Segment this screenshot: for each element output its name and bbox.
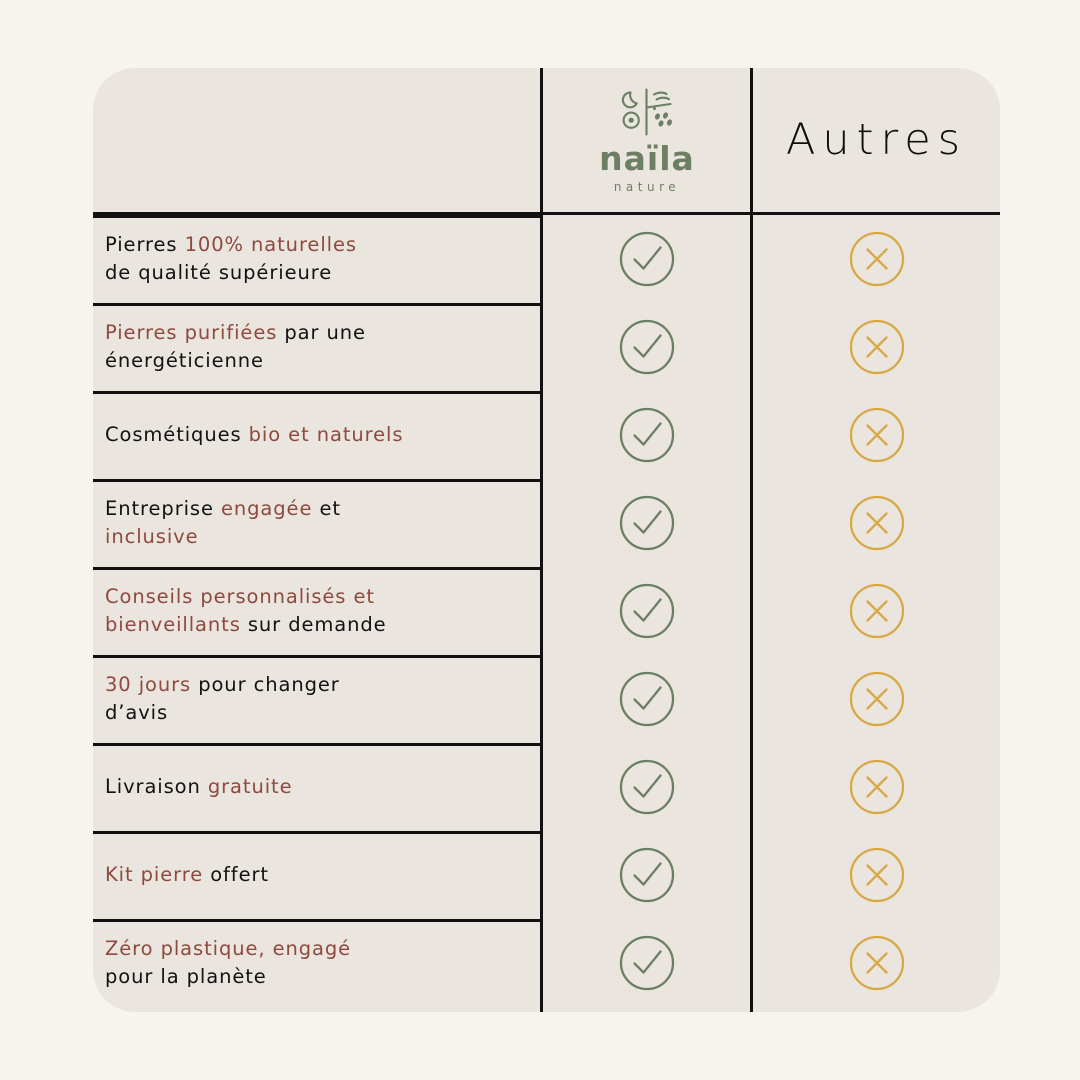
plain-text: d’avis xyxy=(105,701,169,724)
check-circle-icon xyxy=(619,319,675,375)
autres-status-cell xyxy=(753,831,1000,919)
plain-text: Cosmétiques xyxy=(105,423,249,446)
check-circle-icon xyxy=(619,495,675,551)
feature-row: Cosmétiques bio et naturels xyxy=(93,391,1000,479)
comparison-table-card: naïla nature Autres Pierres 100% naturel… xyxy=(93,68,1000,1012)
feature-label: Kit pierre offert xyxy=(105,831,505,919)
autres-status-cell xyxy=(753,655,1000,743)
plain-text: offert xyxy=(210,863,269,886)
feature-label: Conseils personnalisés et bienveillants s… xyxy=(105,567,505,655)
row-divider xyxy=(93,567,541,570)
row-divider xyxy=(93,479,541,482)
cross-circle-icon xyxy=(849,407,904,463)
autres-status-cell xyxy=(753,479,1000,567)
row-divider xyxy=(93,919,541,922)
check-circle-icon xyxy=(619,231,675,287)
autres-status-cell xyxy=(753,391,1000,479)
highlight-text: bienveillants xyxy=(105,613,248,636)
naila-status-cell xyxy=(543,391,751,479)
highlight-text: 100% naturelles xyxy=(184,233,357,256)
feature-label: Zéro plastique, engagé pour la planète xyxy=(105,919,505,1007)
check-circle-icon xyxy=(619,759,675,815)
naila-leaf-moon-logo-icon xyxy=(621,88,673,136)
row-divider xyxy=(93,831,541,834)
row-divider xyxy=(93,215,541,218)
brand-header-cell: naïla nature xyxy=(543,68,751,212)
check-circle-icon xyxy=(619,671,675,727)
naila-status-cell xyxy=(543,743,751,831)
feature-row: Entreprise engagée et inclusive xyxy=(93,479,1000,567)
check-circle-icon xyxy=(619,935,675,991)
cross-circle-icon xyxy=(849,583,904,639)
autres-status-cell xyxy=(753,743,1000,831)
brand-tagline: nature xyxy=(613,180,681,194)
header-divider xyxy=(93,212,1000,215)
column-divider-left xyxy=(540,68,543,1012)
brand-wordmark: naïla xyxy=(599,139,695,178)
feature-label: Pierres 100% naturelles de qualité supéri… xyxy=(105,215,505,303)
highlight-text: Kit pierre xyxy=(105,863,211,886)
cross-circle-icon xyxy=(849,231,904,287)
cross-circle-icon xyxy=(849,935,904,991)
plain-text: énergéticienne xyxy=(105,349,264,372)
cross-circle-icon xyxy=(849,495,904,551)
highlight-text: engagée xyxy=(220,497,320,520)
feature-label: Livraison gratuite xyxy=(105,743,505,831)
plain-text: et xyxy=(319,497,341,520)
autres-status-cell xyxy=(753,215,1000,303)
competitor-label: Autres xyxy=(785,115,968,165)
plain-text: Pierres xyxy=(105,233,185,256)
naila-status-cell xyxy=(543,567,751,655)
autres-status-cell xyxy=(753,303,1000,391)
naila-status-cell xyxy=(543,215,751,303)
feature-label: Cosmétiques bio et naturels xyxy=(105,391,505,479)
feature-row: Pierres purifiées par une énergéticienne xyxy=(93,303,1000,391)
highlight-text: Zéro plastique, engagé xyxy=(105,937,352,960)
highlight-text: inclusive xyxy=(105,525,199,548)
feature-label: 30 jours pour changer d’avis xyxy=(105,655,505,743)
autres-status-cell xyxy=(753,567,1000,655)
feature-label: Entreprise engagée et inclusive xyxy=(105,479,505,567)
feature-row: Zéro plastique, engagé pour la planète xyxy=(93,919,1000,1007)
plain-text: Livraison xyxy=(105,775,208,798)
naila-status-cell xyxy=(543,479,751,567)
plain-text: pour la planète xyxy=(105,965,267,988)
autres-status-cell xyxy=(753,919,1000,1007)
check-circle-icon xyxy=(619,847,675,903)
feature-row: Livraison gratuite xyxy=(93,743,1000,831)
naila-status-cell xyxy=(543,655,751,743)
row-divider xyxy=(93,303,541,306)
cross-circle-icon xyxy=(849,847,904,903)
table-header: naïla nature Autres xyxy=(93,68,1000,214)
row-divider xyxy=(93,743,541,746)
cross-circle-icon xyxy=(849,759,904,815)
highlight-text: 30 jours xyxy=(105,673,199,696)
column-divider-right xyxy=(750,68,753,1012)
row-divider xyxy=(93,391,541,394)
highlight-text: Conseils personnalisés et xyxy=(105,585,375,608)
highlight-text: bio et naturels xyxy=(248,423,404,446)
highlight-text: gratuite xyxy=(207,775,293,798)
highlight-text: Pierres purifiées xyxy=(105,321,285,344)
naila-status-cell xyxy=(543,303,751,391)
feature-row: 30 jours pour changer d’avis xyxy=(93,655,1000,743)
plain-text: pour changer xyxy=(198,673,340,696)
plain-text: par une xyxy=(284,321,366,344)
row-divider xyxy=(93,655,541,658)
naila-status-cell xyxy=(543,831,751,919)
check-circle-icon xyxy=(619,407,675,463)
plain-text: Entreprise xyxy=(105,497,221,520)
feature-row: Kit pierre offert xyxy=(93,831,1000,919)
feature-label: Pierres purifiées par une énergéticienne xyxy=(105,303,505,391)
competitor-header-cell: Autres xyxy=(753,68,1000,212)
plain-text: de qualité supérieure xyxy=(105,261,333,284)
cross-circle-icon xyxy=(849,319,904,375)
cross-circle-icon xyxy=(849,671,904,727)
feature-row: Pierres 100% naturelles de qualité supéri… xyxy=(93,215,1000,303)
feature-row: Conseils personnalisés et bienveillants s… xyxy=(93,567,1000,655)
plain-text: sur demande xyxy=(247,613,387,636)
naila-status-cell xyxy=(543,919,751,1007)
check-circle-icon xyxy=(619,583,675,639)
